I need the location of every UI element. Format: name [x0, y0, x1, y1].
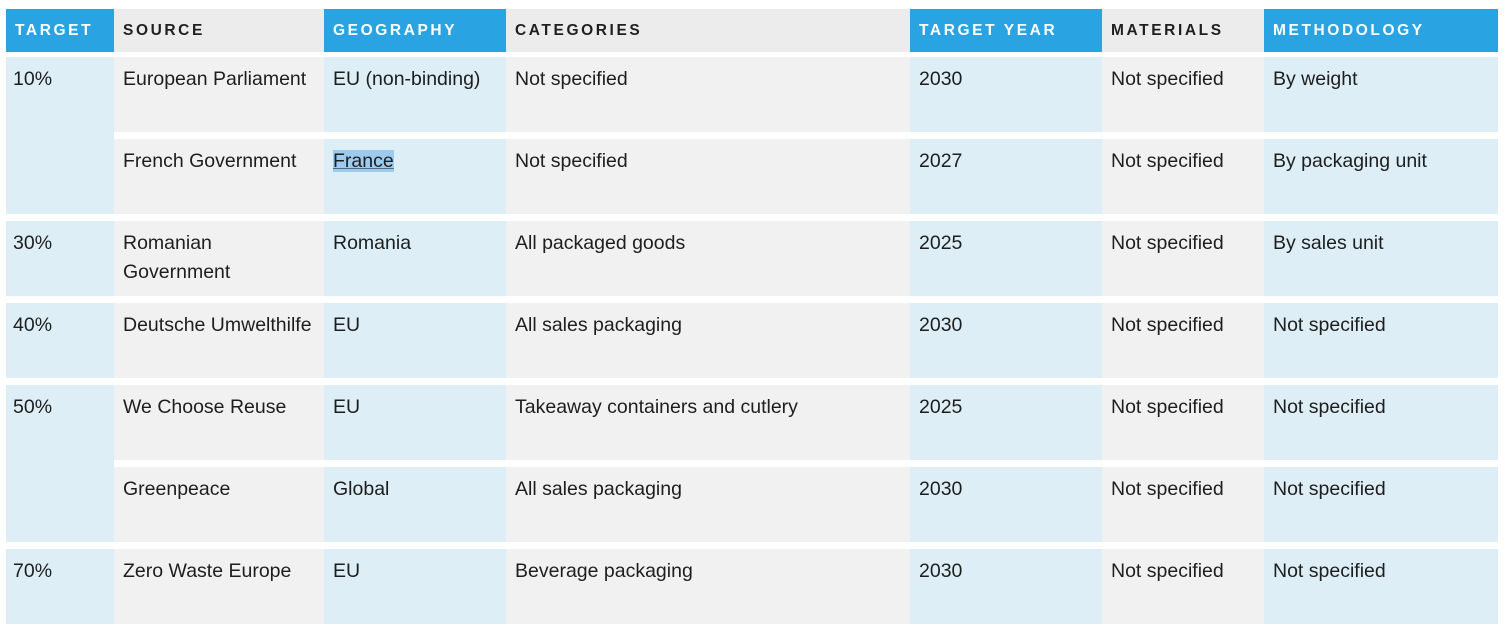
table-row: 10% European Parliament EU (non-binding)…	[6, 54, 1498, 214]
target-year-cell: 2030	[910, 303, 1102, 378]
geography-cell: EU (non-binding)	[324, 54, 506, 132]
document-page: TARGET SOURCE GEOGRAPHY CATEGORIES TARGE…	[6, 9, 1498, 624]
header-geography: GEOGRAPHY	[324, 9, 506, 57]
categories-cell: Not specified	[506, 54, 910, 132]
target-year-cell: 2030	[910, 54, 1102, 132]
row-separator	[6, 214, 1498, 221]
methodology-cell: Not specified	[1264, 549, 1498, 624]
source-cell: French Government	[114, 139, 324, 214]
header-target-year: TARGET YEAR	[910, 9, 1102, 57]
materials-cell: Not specified	[1102, 549, 1264, 624]
source-cell: Deutsche Umwelthilfe	[114, 303, 324, 378]
source-cell: Zero Waste Europe	[114, 549, 324, 624]
source-cell: We Choose Reuse	[114, 385, 324, 460]
target-year-cell: 2030	[910, 467, 1102, 542]
geography-cell: EU	[324, 303, 506, 378]
geography-cell: France	[324, 139, 506, 214]
target-year-cell: 2025	[910, 221, 1102, 296]
materials-cell: Not specified	[1102, 54, 1264, 132]
table-row: 40% Deutsche Umwelthilfe EU All sales pa…	[6, 303, 1498, 378]
table-row: 50% We Choose Reuse EU Takeaway containe…	[6, 385, 1498, 542]
geography-cell: Global	[324, 467, 506, 542]
row-separator	[6, 378, 1498, 385]
row-separator	[6, 296, 1498, 303]
header-materials: MATERIALS	[1102, 9, 1264, 57]
table-row: Greenpeace Global All sales packaging 20…	[6, 467, 1498, 542]
source-cell: Greenpeace	[114, 467, 324, 542]
methodology-cell: By packaging unit	[1264, 139, 1498, 214]
row-separator	[6, 132, 1498, 139]
materials-cell: Not specified	[1102, 385, 1264, 460]
table-row: 70% Zero Waste Europe EU Beverage packag…	[6, 549, 1498, 624]
categories-cell: All packaged goods	[506, 221, 910, 296]
header-categories: CATEGORIES	[506, 9, 910, 57]
materials-cell: Not specified	[1102, 221, 1264, 296]
methodology-cell: Not specified	[1264, 303, 1498, 378]
materials-cell: Not specified	[1102, 139, 1264, 214]
materials-cell: Not specified	[1102, 303, 1264, 378]
source-cell: European Parliament	[114, 54, 324, 132]
target-year-cell: 2030	[910, 549, 1102, 624]
header-source: SOURCE	[114, 9, 324, 57]
row-separator	[6, 542, 1498, 549]
methodology-cell: Not specified	[1264, 385, 1498, 460]
categories-cell: Takeaway containers and cutlery	[506, 385, 910, 460]
categories-cell: All sales packaging	[506, 467, 910, 542]
source-cell: Romanian Government	[114, 221, 324, 296]
geography-cell: EU	[324, 385, 506, 460]
table-row: 30% Romanian Government Romania All pack…	[6, 221, 1498, 296]
methodology-cell: By sales unit	[1264, 221, 1498, 296]
geography-cell: EU	[324, 549, 506, 624]
categories-cell: Beverage packaging	[506, 549, 910, 624]
table-row: French Government France Not specified 2…	[6, 139, 1498, 214]
target-cell: 40%	[6, 303, 114, 378]
methodology-cell: By weight	[1264, 54, 1498, 132]
table-header-row: TARGET SOURCE GEOGRAPHY CATEGORIES TARGE…	[6, 9, 1498, 57]
selected-text[interactable]: France	[333, 150, 394, 172]
methodology-cell: Not specified	[1264, 467, 1498, 542]
target-year-cell: 2025	[910, 385, 1102, 460]
header-target: TARGET	[6, 9, 114, 57]
reuse-targets-table: TARGET SOURCE GEOGRAPHY CATEGORIES TARGE…	[6, 9, 1498, 624]
row-separator	[6, 460, 1498, 467]
geography-cell: Romania	[324, 221, 506, 296]
target-cell: 30%	[6, 221, 114, 296]
target-cell: 10%	[6, 54, 114, 214]
target-cell: 50%	[6, 385, 114, 542]
target-cell: 70%	[6, 549, 114, 624]
header-methodology: METHODOLOGY	[1264, 9, 1498, 57]
categories-cell: All sales packaging	[506, 303, 910, 378]
target-year-cell: 2027	[910, 139, 1102, 214]
materials-cell: Not specified	[1102, 467, 1264, 542]
categories-cell: Not specified	[506, 139, 910, 214]
